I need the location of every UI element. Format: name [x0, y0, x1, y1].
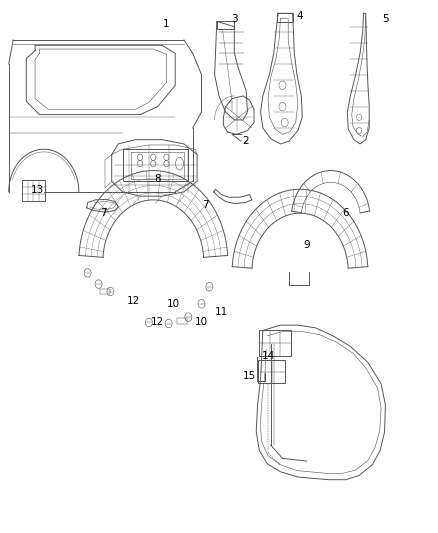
Text: 14: 14	[262, 351, 276, 361]
Bar	[259, 330, 291, 356]
Text: 11: 11	[215, 307, 228, 317]
Text: 10: 10	[195, 318, 208, 327]
Text: 2: 2	[242, 136, 249, 146]
Bar	[177, 318, 187, 324]
Text: 12: 12	[151, 318, 164, 327]
Text: 9: 9	[303, 240, 310, 250]
Text: 15: 15	[243, 371, 256, 381]
Text: 13: 13	[31, 185, 44, 195]
Bar	[22, 180, 45, 201]
Bar	[100, 289, 110, 294]
Text: 4: 4	[297, 11, 304, 21]
Bar	[258, 360, 285, 383]
Text: 8: 8	[154, 174, 161, 183]
Text: 10: 10	[166, 299, 180, 309]
Text: 3: 3	[231, 14, 238, 23]
Text: 12: 12	[127, 296, 140, 306]
Text: 7: 7	[202, 200, 209, 210]
Text: 1: 1	[163, 19, 170, 29]
Text: 6: 6	[343, 208, 350, 218]
Text: 5: 5	[382, 14, 389, 23]
Text: 7: 7	[99, 208, 106, 218]
